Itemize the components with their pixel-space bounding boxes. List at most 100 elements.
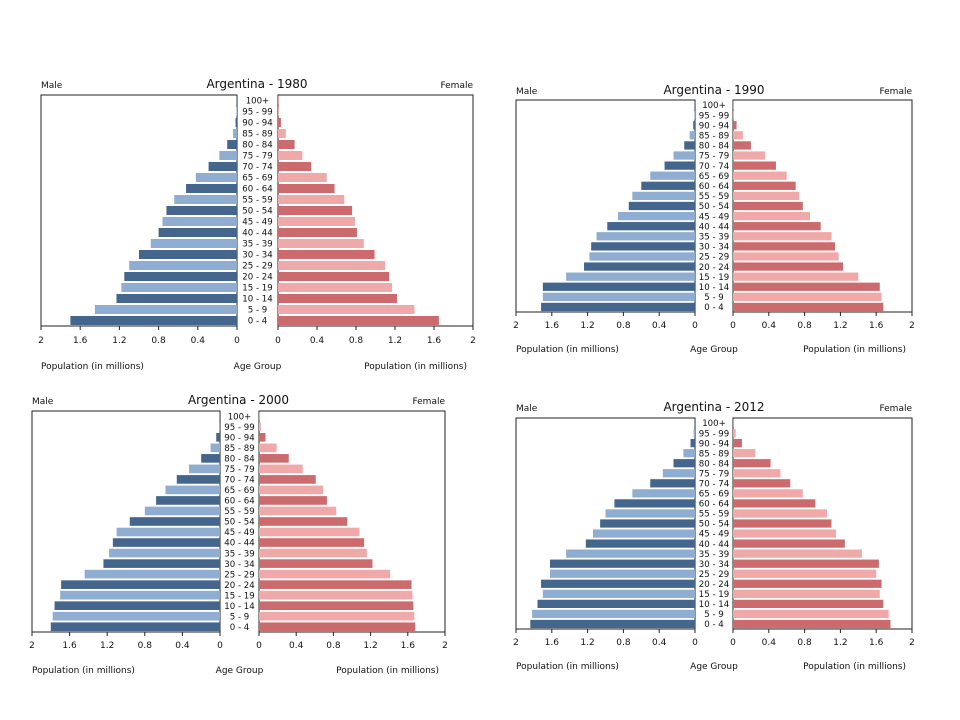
- age-group-label: 75 - 79: [242, 152, 272, 162]
- male-bar-80-84: [201, 454, 220, 463]
- x-axis-label-male: Population (in millions): [516, 345, 619, 355]
- male-bar-65-69: [632, 489, 695, 498]
- male-bar-80-84: [684, 141, 695, 150]
- age-group-label: 90 - 94: [224, 434, 254, 444]
- female-bar-30-34: [259, 559, 373, 568]
- age-group-label: 60 - 64: [699, 182, 729, 192]
- age-group-label: 75 - 79: [224, 465, 254, 475]
- x-tick-label: 0: [256, 641, 262, 651]
- male-bar-65-69: [195, 172, 237, 183]
- male-bar-0-4: [530, 619, 695, 629]
- x-tick-label: 0.4: [175, 641, 190, 651]
- male-bar-95-99: [236, 106, 237, 117]
- female-bar-40-44: [733, 222, 821, 231]
- male-bar-15-19: [60, 590, 221, 600]
- female-bar-65-69: [278, 172, 327, 183]
- x-tick-label: 0: [692, 638, 698, 648]
- female-bar-65-69: [733, 489, 803, 498]
- pyramid-chart-3: Argentina - 2000 Male Female 0 - 45 - 910 -…: [29, 393, 448, 676]
- female-bar-10-14: [259, 601, 414, 611]
- age-group-label: 45 - 49: [242, 218, 272, 228]
- female-bar-50-54: [733, 201, 803, 211]
- male-bar-95-99: [694, 111, 695, 120]
- female-bar-85-89: [733, 449, 756, 458]
- age-group-label: 85 - 89: [242, 130, 272, 140]
- male-bar-20-24: [124, 271, 237, 282]
- female-bar-70-74: [733, 479, 791, 488]
- age-group-label: 95 - 99: [224, 423, 254, 433]
- age-group-label: 70 - 74: [699, 162, 729, 172]
- age-group-label: 60 - 64: [699, 500, 729, 510]
- age-group-label: 0 - 4: [248, 317, 268, 327]
- male-bar-30-34: [591, 242, 695, 251]
- female-bar-80-84: [278, 139, 295, 150]
- female-bar-45-49: [278, 216, 356, 227]
- female-bar-20-24: [259, 580, 412, 589]
- chart-title: Argentina - 2012: [663, 400, 764, 414]
- female-bar-70-74: [259, 475, 316, 484]
- female-bar-15-19: [733, 589, 880, 598]
- female-bar-30-34: [733, 559, 879, 568]
- x-tick-label: 0.8: [616, 321, 631, 331]
- female-bar-0-4: [733, 619, 891, 629]
- age-group-label: 90 - 94: [242, 119, 272, 129]
- female-bar-25-29: [259, 569, 391, 579]
- age-group-label: 20 - 24: [224, 581, 254, 591]
- age-group-label: 70 - 74: [242, 163, 272, 173]
- female-bar-20-24: [733, 579, 882, 588]
- age-group-label: 80 - 84: [242, 141, 272, 151]
- female-bar-80-84: [259, 454, 289, 463]
- female-bar-65-69: [259, 485, 324, 495]
- male-bar-40-44: [607, 222, 695, 231]
- female-bar-30-34: [278, 249, 375, 260]
- male-bar-95-99: [219, 422, 220, 432]
- female-bar-80-84: [733, 459, 771, 468]
- female-bar-70-74: [733, 161, 776, 170]
- male-bar-95-99: [693, 428, 695, 438]
- female-bar-70-74: [278, 161, 312, 172]
- male-bar-65-69: [650, 171, 695, 180]
- female-bar-35-39: [278, 238, 364, 249]
- male-bar-5-9: [542, 292, 695, 301]
- male-label: Male: [32, 397, 54, 407]
- male-bar-15-19: [121, 282, 237, 293]
- age-group-label: 60 - 64: [242, 185, 272, 195]
- male-bar-50-54: [129, 517, 220, 526]
- female-bar-25-29: [733, 252, 839, 261]
- age-group-label: 10 - 14: [699, 600, 729, 610]
- male-bar-35-39: [150, 238, 237, 249]
- female-bar-15-19: [259, 590, 413, 600]
- female-bar-55-59: [278, 194, 345, 205]
- x-tick-label: 0.8: [797, 321, 812, 331]
- age-group-label: 30 - 34: [224, 560, 254, 570]
- male-bar-100+: [219, 411, 220, 421]
- age-group-label: 45 - 49: [699, 530, 729, 540]
- female-bar-25-29: [733, 569, 877, 578]
- male-bar-85-89: [210, 443, 220, 453]
- male-bar-40-44: [585, 539, 695, 548]
- x-tick-label: 2: [909, 638, 915, 648]
- x-tick-label: 2: [513, 321, 519, 331]
- age-group-label: 35 - 39: [242, 240, 272, 250]
- male-bar-0-4: [541, 302, 695, 312]
- age-group-label: 35 - 39: [699, 550, 729, 560]
- age-group-label: 80 - 84: [224, 455, 254, 465]
- age-group-label: 55 - 59: [699, 510, 729, 520]
- female-bar-75-79: [259, 464, 303, 474]
- male-bar-70-74: [664, 161, 695, 170]
- male-bar-0-4: [50, 622, 220, 632]
- female-bar-45-49: [733, 529, 836, 538]
- age-group-label: 0 - 4: [704, 620, 724, 630]
- x-tick-label: 0.8: [349, 336, 364, 346]
- x-axis-label-male: Population (in millions): [516, 662, 619, 672]
- female-bar-40-44: [278, 227, 357, 238]
- female-bar-40-44: [259, 538, 365, 547]
- female-bar-95-99: [733, 428, 736, 438]
- female-bar-100+: [733, 418, 734, 428]
- age-group-label: 65 - 69: [224, 486, 254, 496]
- x-tick-label: 2: [38, 336, 44, 346]
- male-bar-70-74: [208, 161, 237, 172]
- pyramid-chart-4: Argentina - 2012 Male Female 0 - 45 - 910 -…: [513, 400, 915, 672]
- x-tick-label: 0: [730, 638, 736, 648]
